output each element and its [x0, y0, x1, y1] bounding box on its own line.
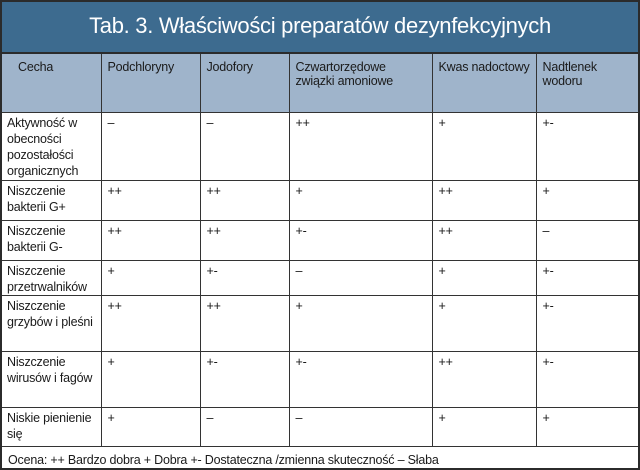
rating-cell: + [431, 260, 536, 296]
header-row: Cecha Podchloryny Jodofory Czwartorzędowe z… [2, 54, 638, 113]
rating-cell: +- [535, 351, 638, 408]
rating-cell: + [535, 180, 638, 221]
rating-cell: – [199, 112, 289, 181]
rating-cell: – [288, 260, 432, 296]
rating-cell: + [535, 407, 638, 447]
column-header: Jodofory [199, 54, 289, 113]
table-row: Niskie pienienie się + – – + + [2, 407, 638, 447]
rating-cell: +- [535, 112, 638, 181]
feature-cell: Niszczenie bakterii G+ [2, 180, 101, 221]
table-row: Niszczenie bakterii G+ ++ ++ + ++ + [2, 180, 638, 221]
legend: Ocena: ++ Bardzo dobra + Dobra +- Dostat… [8, 453, 439, 467]
feature-cell: Niszczenie przetrwalników [2, 260, 101, 296]
properties-table: Cecha Podchloryny Jodofory Czwartorzędowe z… [2, 54, 638, 447]
rating-cell: +- [535, 260, 638, 296]
rating-cell: + [100, 351, 200, 408]
rating-cell: + [100, 260, 200, 296]
rating-cell: – [288, 407, 432, 447]
rating-cell: +- [199, 260, 289, 296]
rating-cell: – [535, 220, 638, 261]
table-row: Niszczenie przetrwalników + +- – + +- [2, 260, 638, 296]
rating-cell: ++ [431, 180, 536, 221]
rating-cell: ++ [100, 220, 200, 261]
table-row: Niszczenie bakterii G- ++ ++ +- ++ – [2, 220, 638, 261]
rating-cell: ++ [199, 180, 289, 221]
rating-cell: – [199, 407, 289, 447]
rating-cell: ++ [100, 180, 200, 221]
table-title: Tab. 3. Właściwości preparatów dezynfekc… [2, 2, 638, 54]
rating-cell: + [288, 295, 432, 352]
rating-cell: – [100, 112, 200, 181]
feature-cell: Niszczenie wirusów i fagów [2, 351, 101, 408]
rating-cell: ++ [431, 351, 536, 408]
rating-cell: ++ [199, 295, 289, 352]
table-row: Niszczenie wirusów i fagów + +- +- ++ +- [2, 351, 638, 408]
rating-cell: +- [535, 295, 638, 352]
feature-cell: Niskie pienienie się [2, 407, 101, 447]
rating-cell: + [431, 112, 536, 181]
rating-cell: ++ [100, 295, 200, 352]
column-header: Kwas nadoctowy [431, 54, 536, 113]
feature-cell: Niszczenie grzybów i pleśni [2, 295, 101, 352]
table-row: Aktywność w obecności pozostałości organ… [2, 112, 638, 181]
rating-cell: + [288, 180, 432, 221]
rating-cell: +- [199, 351, 289, 408]
column-header: Podchloryny [100, 54, 200, 113]
column-header: Czwartorzędowe związki amoniowe [288, 54, 432, 113]
rating-cell: + [431, 407, 536, 447]
rating-cell: ++ [288, 112, 432, 181]
table-row: Niszczenie grzybów i pleśni ++ ++ + + +- [2, 295, 638, 352]
rating-cell: + [431, 295, 536, 352]
column-header: Nadtlenek wodoru [535, 54, 638, 113]
rating-cell: +- [288, 351, 432, 408]
column-header: Cecha [2, 54, 101, 113]
rating-cell: +- [288, 220, 432, 261]
rating-cell: + [100, 407, 200, 447]
rating-cell: ++ [431, 220, 536, 261]
feature-cell: Niszczenie bakterii G- [2, 220, 101, 261]
rating-cell: ++ [199, 220, 289, 261]
feature-cell: Aktywność w obecności pozostałości organ… [2, 112, 101, 181]
